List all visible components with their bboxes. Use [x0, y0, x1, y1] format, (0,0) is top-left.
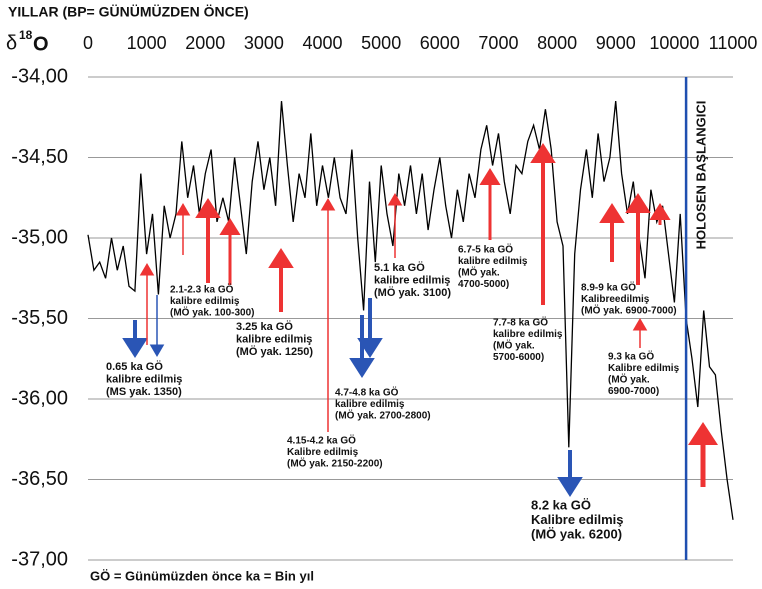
- annotation: (MÖ yak. 2700-2800): [335, 409, 431, 422]
- annotation: (MS yak. 1350): [106, 386, 182, 398]
- y-label: O: [33, 33, 49, 55]
- x-tick-label: 5000: [361, 33, 401, 53]
- x-tick-label: 3000: [244, 33, 284, 53]
- annotation: 7.7-8 ka GÖ: [493, 316, 548, 329]
- annotation: 2.1-2.3 ka GÖ: [170, 283, 234, 296]
- arrow-head: [632, 318, 648, 331]
- footnote: GÖ = Günümüzden önce ka = Bin yıl: [90, 568, 314, 583]
- y-tick-label: -34,00: [11, 65, 68, 87]
- annotation: 9.3 ka GÖ: [608, 350, 654, 363]
- annotation: kalibre edilmiş: [335, 399, 405, 410]
- annotation: kalibre edilmiş: [493, 329, 563, 340]
- arrow-head: [219, 218, 241, 235]
- y-label: 18: [19, 28, 33, 42]
- arrow-head: [479, 168, 501, 185]
- annotation: (MÖ yak. 100-300): [170, 306, 255, 319]
- arrow-head: [195, 198, 221, 218]
- arrow-head: [149, 344, 165, 357]
- y-tick-label: -34,50: [11, 146, 68, 168]
- arrow-head: [139, 263, 155, 276]
- x-tick-label: 7000: [478, 33, 518, 53]
- annotation: Kalibre edilmiş: [287, 447, 359, 458]
- arrow-head: [649, 203, 671, 220]
- annotation: (MÖ yak. 6900-7000): [581, 304, 677, 317]
- annotation: 8.2 ka GÖ: [531, 497, 591, 512]
- annotation: 4.7-4.8 ka GÖ: [335, 386, 399, 399]
- annotation: (MÖ yak.: [458, 266, 500, 279]
- annotation: kalibre edilmiş: [106, 373, 182, 385]
- holocene-label: HOLOSEN BAŞLANGICI: [694, 101, 709, 250]
- x-tick-label: 2000: [185, 33, 225, 53]
- y-label: δ: [6, 32, 17, 54]
- x-tick-label: 11000: [709, 33, 758, 53]
- annotation: Kalibreedilmiş: [581, 294, 650, 305]
- annotation: kalibre edilmiş: [458, 256, 528, 267]
- arrow-head: [387, 193, 403, 206]
- annotation: kalibre edilmiş: [374, 274, 450, 286]
- arrow-head: [175, 203, 191, 216]
- x-tick-label: 10000: [649, 33, 699, 53]
- arrow-head: [357, 338, 383, 358]
- y-tick-label: -36,50: [11, 468, 68, 490]
- annotation: 8.9-9 ka GÖ: [581, 281, 636, 294]
- annotation: 6900-7000): [608, 386, 659, 397]
- y-tick-label: -37,00: [11, 548, 68, 570]
- arrow-head: [349, 358, 375, 378]
- x-tick-label: 4000: [303, 33, 343, 53]
- annotation: (MÖ yak.: [493, 339, 535, 352]
- annotation: 5.1 ka GÖ: [374, 261, 425, 274]
- arrow-head: [557, 477, 583, 497]
- arrow-head: [530, 143, 556, 163]
- chart-title: YILLAR (BP= GÜNÜMÜZDEN ÖNCE): [8, 4, 249, 20]
- annotation: 5700-6000): [493, 352, 544, 363]
- arrow-head: [599, 203, 625, 223]
- annotation: Kalibre edilmiş: [531, 512, 623, 527]
- annotation: (MÖ yak. 6200): [531, 526, 622, 541]
- data-line: [87, 101, 734, 520]
- annotation: Kalibre edilmiş: [608, 363, 680, 374]
- arrow-head: [688, 422, 718, 445]
- annotation: 6.7-5 ka GÖ: [458, 243, 513, 256]
- x-tick-label: 8000: [537, 33, 577, 53]
- y-tick-label: -35,50: [11, 307, 68, 329]
- arrow-head: [320, 198, 336, 211]
- annotation: 4.15-4.2 ka GÖ: [287, 434, 356, 447]
- annotation: 3.25 ka GÖ: [236, 320, 293, 333]
- arrow-head: [625, 193, 651, 213]
- x-tick-label: 6000: [420, 33, 460, 53]
- arrow-head: [122, 338, 148, 358]
- annotation: (MÖ yak. 2150-2200): [287, 457, 383, 470]
- y-tick-label: -35,00: [11, 226, 68, 248]
- annotation: (MÖ yak.: [608, 373, 650, 386]
- arrow-head: [268, 248, 294, 268]
- annotation: (MÖ yak. 1250): [236, 345, 313, 358]
- annotation: 0.65 ka GÖ: [106, 360, 163, 373]
- annotation: 4700-5000): [458, 279, 509, 290]
- annotation: kalibre edilmiş: [170, 296, 240, 307]
- annotation: kalibre edilmiş: [236, 333, 312, 345]
- x-tick-label: 0: [83, 33, 93, 53]
- x-tick-label: 9000: [596, 33, 636, 53]
- annotation: (MÖ yak. 3100): [374, 286, 451, 299]
- y-tick-label: -36,00: [11, 387, 68, 409]
- x-tick-label: 1000: [127, 33, 167, 53]
